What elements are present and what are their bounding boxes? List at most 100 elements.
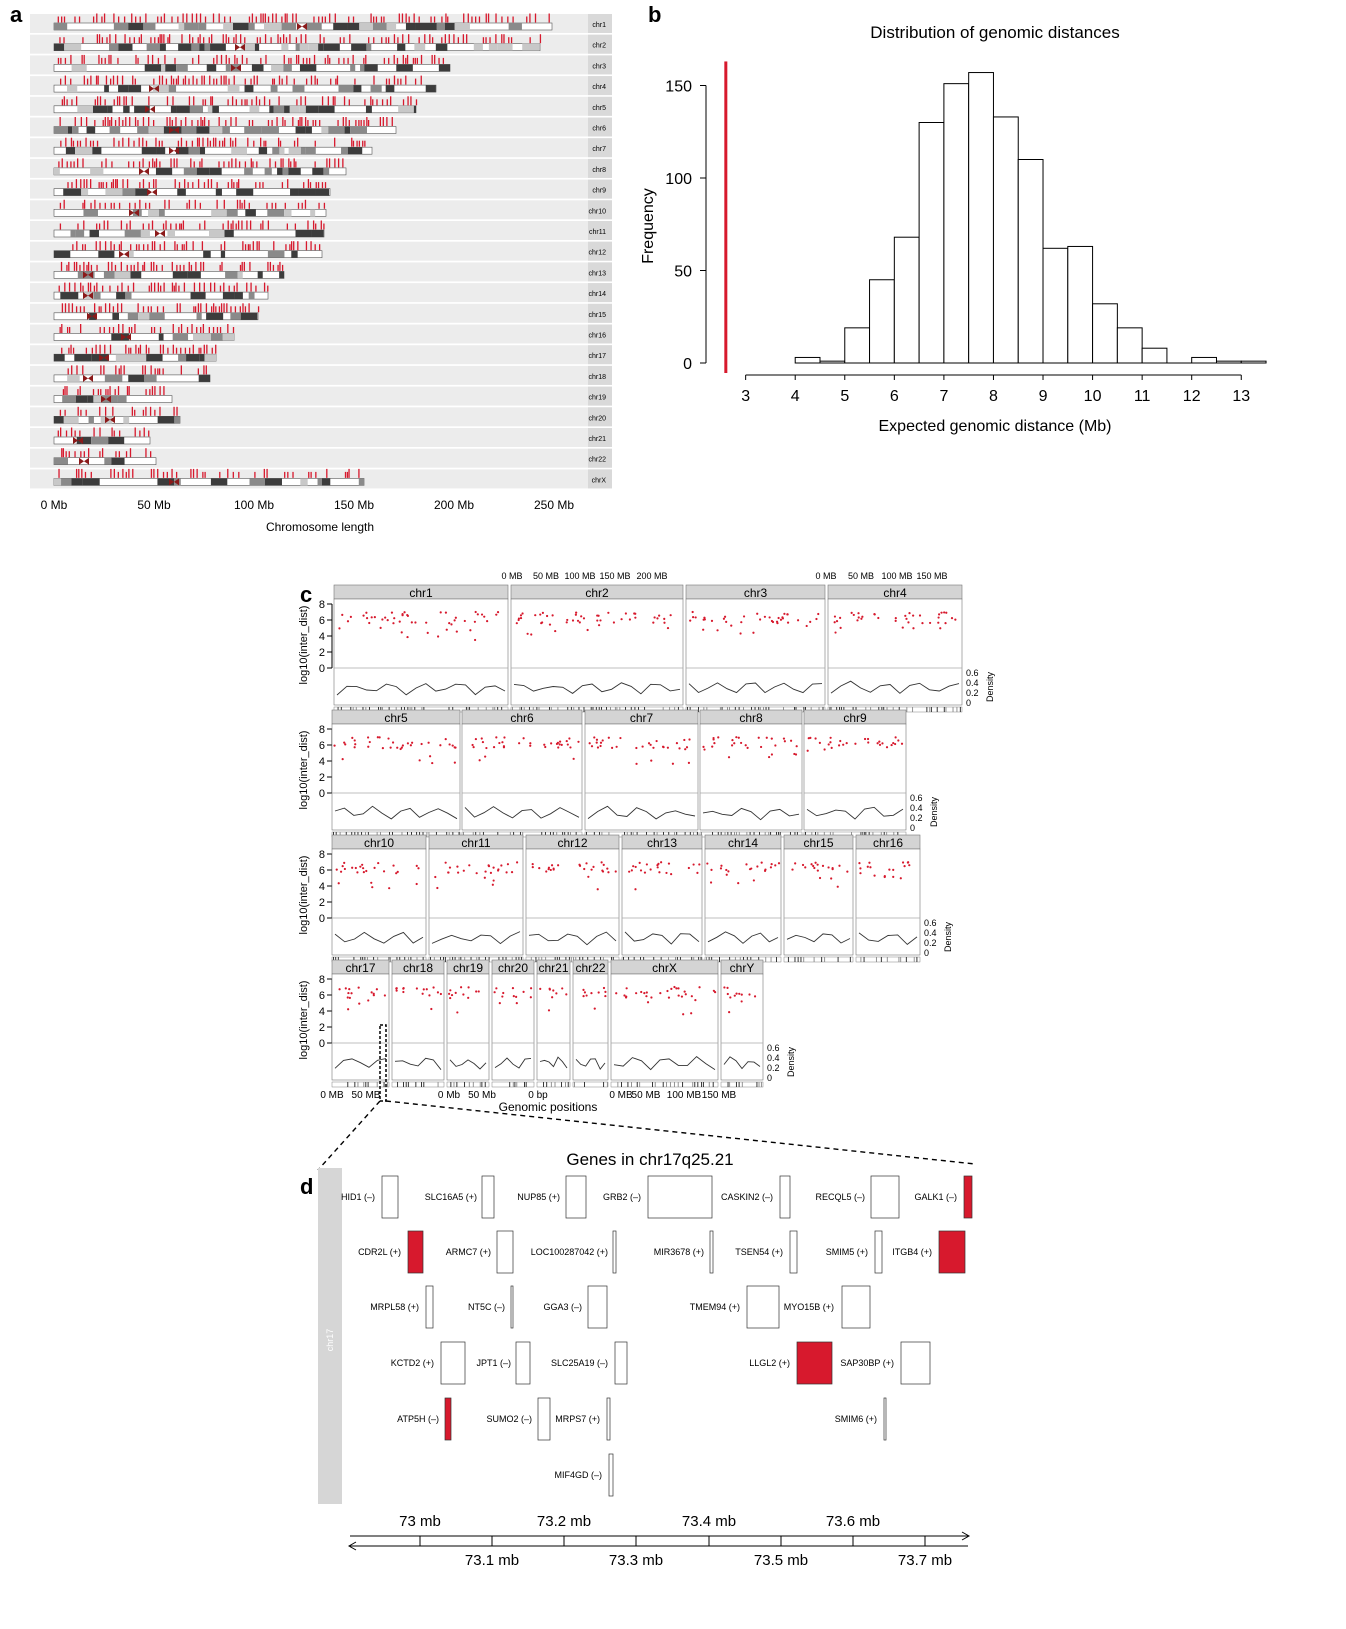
ideogram-event-tick — [150, 468, 153, 478]
ideogram-event-tick — [79, 324, 82, 333]
mini-ideogram-band — [832, 832, 834, 837]
ideogram-event-tick — [365, 54, 367, 64]
ideogram-event-tick — [135, 54, 137, 64]
mini-ideogram-band — [805, 832, 806, 837]
mini-ideogram-band — [365, 832, 366, 837]
ideogram-event-tick — [60, 140, 62, 147]
ideogram-band — [281, 23, 297, 30]
ideogram-event-tick — [118, 324, 120, 333]
ideogram-event-tick — [213, 78, 215, 85]
histogram-bar — [1116, 327, 1143, 364]
ideogram-event-tick — [145, 406, 147, 416]
scatter-point — [652, 746, 655, 749]
scatter-point — [409, 744, 412, 747]
scatter-point — [716, 629, 719, 632]
panel-a-ideogram: chr1chr2chr3chr4chr5chr6chr7chr8chr9chr1… — [30, 13, 612, 534]
scatter-point — [454, 991, 457, 994]
scatter-point — [454, 746, 457, 749]
scatter-point — [607, 611, 610, 614]
scatter-point — [791, 868, 794, 871]
mini-ideogram-band — [765, 957, 767, 962]
gene-map-chr-label: chr17 — [325, 1329, 335, 1352]
ideogram-event-tick — [118, 368, 120, 375]
ideogram-event-tick — [152, 158, 154, 168]
density-curve — [830, 680, 960, 694]
ideogram-event-tick — [72, 244, 74, 251]
scatter-point — [656, 866, 659, 869]
ideogram-event-tick — [74, 117, 76, 126]
ideogram-centromere — [73, 437, 83, 444]
mini-ideogram-band — [544, 832, 546, 837]
ideogram-band — [88, 416, 94, 424]
ideogram-chromosome — [53, 188, 331, 196]
scatter-point — [353, 746, 356, 749]
ideogram-band — [311, 230, 324, 237]
ideogram-band — [350, 64, 356, 72]
ideogram-band — [71, 478, 83, 486]
ideogram-event-tick — [122, 468, 124, 478]
mini-ideogram-band — [430, 957, 431, 962]
scatter-point — [392, 864, 395, 867]
scatter-point — [593, 1007, 596, 1010]
mini-ideogram-band — [366, 957, 368, 962]
mini-ideogram-band — [468, 1082, 470, 1087]
gene-label: LOC100287042 (+) — [531, 1247, 608, 1257]
scatter-point — [395, 987, 398, 990]
ideogram-event-tick — [102, 182, 104, 189]
scatter-point — [615, 992, 618, 995]
ideogram-event-tick — [508, 37, 510, 44]
ideogram-chr-label: chr15 — [588, 312, 606, 319]
ideogram-event-tick — [330, 78, 332, 85]
ideogram-event-tick — [225, 34, 227, 44]
scatter-point — [529, 742, 532, 745]
ideogram-event-tick — [363, 57, 365, 64]
scatter-point — [740, 1000, 743, 1003]
ideogram-event-tick — [137, 57, 139, 64]
scatter-point — [670, 873, 673, 876]
gene-box — [608, 1453, 614, 1497]
ideogram-event-tick — [358, 468, 360, 478]
ideogram-band — [292, 85, 305, 93]
scatter-point — [814, 861, 817, 864]
ideogram-event-tick — [163, 282, 165, 292]
ideogram-event-tick — [373, 75, 375, 85]
scatter-point — [678, 747, 681, 750]
ideogram-event-tick — [230, 117, 232, 126]
mini-ideogram-band — [763, 707, 764, 712]
ideogram-event-tick — [113, 244, 115, 251]
scatter-point — [471, 743, 474, 747]
ideogram-event-tick — [172, 96, 174, 106]
ideogram-band — [198, 23, 207, 30]
density-curve — [539, 1056, 568, 1069]
ideogram-event-tick — [297, 241, 299, 251]
ideogram-event-tick — [485, 13, 487, 23]
ideogram-event-tick — [390, 96, 392, 106]
mini-ideogram-band — [837, 957, 839, 962]
mini-ideogram-band — [619, 707, 621, 712]
mini-ideogram-band — [738, 832, 740, 837]
scatter-point — [937, 616, 940, 619]
ideogram-event-tick — [76, 241, 78, 251]
scatter-point — [726, 986, 729, 989]
ideogram-band — [148, 209, 159, 217]
ideogram-chr-label: chr19 — [588, 395, 606, 402]
ideogram-centromere — [79, 457, 89, 465]
ideogram-row-tag — [588, 345, 612, 365]
scatter-point — [812, 864, 815, 868]
ideogram-band — [54, 416, 64, 424]
ideogram-event-tick — [489, 37, 491, 44]
ideogram-band — [299, 64, 317, 72]
mini-ideogram-band — [789, 832, 791, 837]
scatter-point — [556, 741, 560, 744]
ideogram-event-tick — [386, 117, 388, 126]
ideogram-event-tick — [152, 120, 155, 126]
mini-ideogram-band — [460, 957, 462, 962]
scatter-point — [588, 742, 591, 745]
scatter-point — [526, 632, 529, 635]
scatter-point — [341, 758, 344, 761]
scatter-point — [782, 737, 786, 740]
scatter-point — [485, 746, 488, 750]
scatter-point — [456, 865, 459, 868]
mini-ideogram-band — [637, 707, 639, 712]
ideogram-event-tick — [137, 120, 139, 126]
